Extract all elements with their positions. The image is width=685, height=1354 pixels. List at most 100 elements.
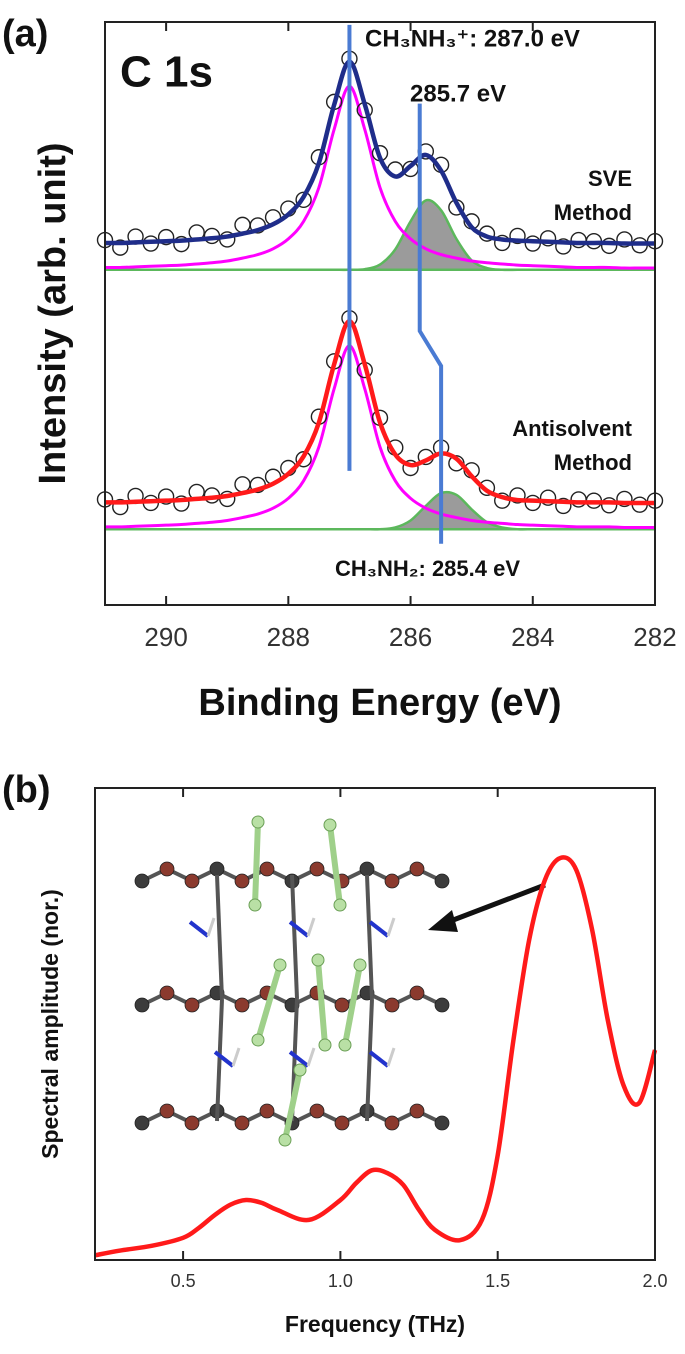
vibration-arrow (315, 957, 328, 1048)
vibration-arrow (282, 1067, 303, 1143)
fit-line (104, 59, 655, 246)
annotation: CH₃NH₂: 285.4 eV (335, 556, 520, 581)
data-point (173, 495, 190, 512)
atom (384, 1115, 400, 1131)
fit-line (104, 344, 655, 530)
bond-vertical (290, 874, 299, 1000)
structure-inset (134, 815, 546, 1147)
panel-label: (a) (2, 13, 48, 55)
bond-vertical (365, 874, 374, 1000)
guide-line (417, 103, 444, 544)
vibration-end (333, 898, 347, 912)
vibration-arrow (255, 962, 283, 1043)
cation-stick (386, 917, 396, 937)
data-point (173, 235, 190, 253)
annotation: Method (554, 450, 632, 475)
data-point (509, 487, 526, 504)
atom (334, 997, 350, 1013)
atom (309, 1103, 325, 1119)
atom (234, 1115, 250, 1131)
data-point (295, 451, 312, 468)
data-point (616, 231, 633, 248)
vibration-end (318, 1038, 332, 1052)
cation-stick (288, 920, 310, 938)
x-tick-label: 286 (389, 622, 432, 652)
atom (159, 1103, 175, 1119)
bond-vertical (365, 998, 374, 1122)
atom (184, 1115, 200, 1131)
data-point (112, 239, 129, 256)
data-point (112, 498, 129, 516)
data-point (570, 231, 587, 249)
data-point (157, 488, 175, 505)
annotation: CH₃NH₃⁺: 287.0 eV (365, 25, 580, 52)
x-axis-label: Binding Energy (eV) (198, 682, 561, 724)
data-point (509, 227, 526, 245)
atom (434, 1115, 450, 1131)
atom (409, 861, 425, 877)
cation-stick (188, 920, 210, 938)
vibration-end (311, 953, 325, 967)
data-point (616, 490, 633, 508)
x-tick-label: 288 (267, 622, 310, 652)
bond-vertical (215, 998, 224, 1122)
cation-stick (368, 920, 390, 938)
vibration-end (251, 1033, 265, 1047)
data-point (600, 237, 618, 255)
vibration-end (248, 898, 262, 912)
inset-label: C 1s (120, 48, 213, 97)
atom (384, 873, 400, 889)
pointer-arrow (447, 882, 546, 925)
x-tick-label: 0.5 (171, 1271, 196, 1291)
cation-stick (306, 1047, 316, 1067)
bond-vertical (215, 874, 224, 1000)
annotation: Method (554, 200, 632, 225)
data-point (600, 497, 618, 514)
data-point (555, 497, 572, 515)
data-point (402, 459, 419, 477)
data-point (539, 489, 557, 506)
vibration-end (353, 958, 367, 972)
fit-line (94, 855, 658, 1258)
atom (159, 861, 175, 877)
fit-line (104, 84, 655, 270)
cation-stick (213, 1050, 235, 1068)
vibration-arrow (252, 819, 261, 908)
x-tick-label: 282 (633, 622, 676, 652)
atom (134, 1115, 150, 1131)
x-tick-label: 1.0 (328, 1271, 353, 1291)
atom (409, 1103, 425, 1119)
atom (359, 861, 375, 877)
atom (434, 873, 450, 889)
cation-stick (206, 917, 216, 937)
fitted-area (104, 198, 655, 272)
vibration-end (278, 1133, 292, 1147)
data-point (234, 476, 251, 493)
atom (384, 997, 400, 1013)
panel-label: (b) (2, 769, 51, 811)
data-point (478, 479, 496, 497)
atom (184, 873, 200, 889)
x-tick-label: 290 (144, 622, 187, 652)
atom (134, 997, 150, 1013)
vibration-end (251, 815, 265, 829)
axes-frame (94, 787, 656, 1261)
atom (134, 873, 150, 889)
annotation: Antisolvent (512, 416, 632, 441)
atom (309, 861, 325, 877)
atom (334, 1115, 350, 1131)
y-axis-label: Intensity (arb. unit) (32, 143, 74, 485)
pointer-arrowhead (428, 910, 458, 932)
cation-stick (288, 1050, 310, 1068)
data-point (555, 238, 572, 255)
fitted-area (105, 490, 655, 531)
data-point (494, 234, 511, 252)
vibration-arrow (342, 962, 363, 1048)
atom (184, 997, 200, 1013)
annotation: SVE (588, 166, 632, 191)
data-point (157, 228, 175, 246)
annotation: 285.7 eV (410, 80, 506, 107)
x-tick-label: 284 (511, 622, 554, 652)
vibration-end (323, 818, 337, 832)
